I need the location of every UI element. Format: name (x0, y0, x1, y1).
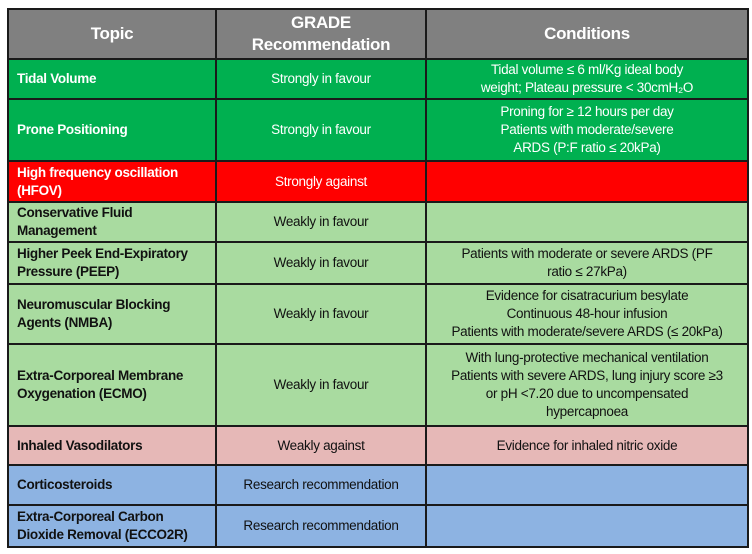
recommendations-table: Topic GRADE Recommendation Conditions Ti… (7, 8, 749, 548)
condition-line: Patients with moderate/severe (500, 122, 674, 137)
recommendation-cell: Weakly against (215, 425, 427, 466)
conditions-cell (425, 504, 749, 548)
condition-line: Patients with moderate/severe ARDS (≤ 20… (451, 324, 723, 339)
condition-line: Evidence for inhaled nitric oxide (496, 437, 678, 453)
condition-line: or pH <7.20 due to uncompensated (485, 386, 689, 401)
table-row: Extra-Corporeal Carbon Dioxide Removal (… (7, 504, 749, 548)
conditions-cell (425, 464, 749, 506)
table-row: Tidal Volume Strongly in favour Tidal volu… (7, 58, 749, 100)
header-conditions: Conditions (425, 8, 749, 60)
header-topic: Topic (7, 8, 217, 60)
conditions-cell: Evidence for cisatracurium besylate Conti… (425, 283, 749, 345)
conditions-cell (425, 201, 749, 243)
topic-cell: Inhaled Vasodilators (7, 425, 217, 466)
topic-cell: Tidal Volume (7, 58, 217, 100)
condition-line: With lung-protective mechanical ventilat… (465, 350, 709, 365)
recommendation-cell: Weakly in favour (215, 283, 427, 345)
table-row: Neuromuscular Blocking Agents (NMBA) Weak… (7, 283, 749, 345)
condition-line: ARDS (P:F ratio ≤ 20kPa) (513, 140, 661, 155)
table-row: Corticosteroids Research recommendation (7, 464, 749, 506)
condition-line: Proning for ≥ 12 hours per day (500, 104, 674, 119)
condition-line: Patients with severe ARDS, lung injury s… (451, 368, 723, 383)
conditions-cell (425, 160, 749, 203)
conditions-cell: Tidal volume ≤ 6 ml/Kg ideal body weight;… (425, 58, 749, 100)
recommendation-cell: Research recommendation (215, 504, 427, 548)
recommendation-cell: Weakly in favour (215, 201, 427, 243)
topic-cell: Extra-Corporeal Carbon Dioxide Removal (… (7, 504, 217, 548)
topic-cell: Conservative Fluid Management (7, 201, 217, 243)
table-row: High frequency oscillation (HFOV) Strongl… (7, 160, 749, 203)
recommendation-cell: Weakly in favour (215, 241, 427, 285)
condition-line: hypercapnoea (546, 404, 628, 419)
table-row: Prone Positioning Strongly in favour Proni… (7, 98, 749, 162)
table-row: Conservative Fluid Management Weakly in f… (7, 201, 749, 243)
header-recommendation: GRADE Recommendation (215, 8, 427, 60)
condition-line: Tidal volume ≤ 6 ml/Kg ideal body (490, 62, 684, 77)
recommendation-cell: Strongly against (215, 160, 427, 203)
table-row: Extra-Corporeal Membrane Oxygenation (EC… (7, 343, 749, 427)
topic-cell: High frequency oscillation (HFOV) (7, 160, 217, 203)
topic-cell: Higher Peek End-Expiratory Pressure (PEE… (7, 241, 217, 285)
table-body: Tidal Volume Strongly in favour Tidal volu… (7, 58, 749, 548)
recommendation-cell: Weakly in favour (215, 343, 427, 427)
recommendation-cell: Research recommendation (215, 464, 427, 506)
table-row: Inhaled Vasodilators Weakly against Eviden… (7, 425, 749, 466)
condition-line: Patients with moderate or severe ARDS (P… (461, 246, 713, 261)
recommendation-cell: Strongly in favour (215, 58, 427, 100)
conditions-cell: Proning for ≥ 12 hours per day Patients w… (425, 98, 749, 162)
topic-cell: Corticosteroids (7, 464, 217, 506)
table-row: Higher Peek End-Expiratory Pressure (PEE… (7, 241, 749, 285)
conditions-cell: With lung-protective mechanical ventilat… (425, 343, 749, 427)
condition-line: ratio ≤ 27kPa) (547, 264, 627, 279)
recommendation-cell: Strongly in favour (215, 98, 427, 162)
condition-line: Evidence for cisatracurium besylate (485, 288, 689, 303)
condition-line: weight; Plateau pressure < 30cmH₂O (480, 80, 694, 95)
condition-line: Continuous 48-hour infusion (506, 306, 668, 321)
topic-cell: Extra-Corporeal Membrane Oxygenation (EC… (7, 343, 217, 427)
conditions-cell: Patients with moderate or severe ARDS (P… (425, 241, 749, 285)
conditions-cell: Evidence for inhaled nitric oxide (425, 425, 749, 466)
topic-cell: Prone Positioning (7, 98, 217, 162)
topic-cell: Neuromuscular Blocking Agents (NMBA) (7, 283, 217, 345)
header-row: Topic GRADE Recommendation Conditions (7, 8, 749, 60)
